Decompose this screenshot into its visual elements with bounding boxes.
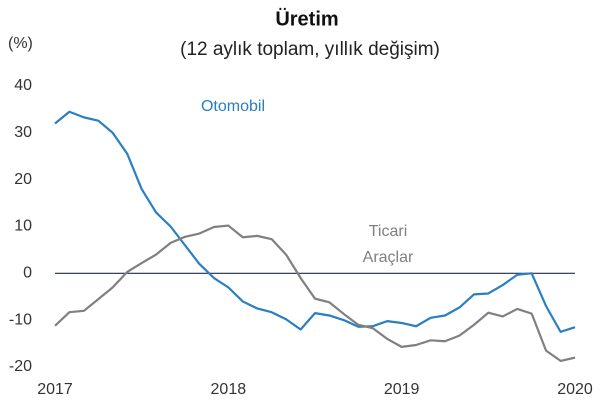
- x-tick-label: 2017: [37, 381, 73, 398]
- annotation: Otomobil: [201, 98, 265, 115]
- y-tick-label: -20: [9, 358, 32, 375]
- y-tick-label: 20: [14, 171, 32, 188]
- y-tick-label: 0: [23, 265, 32, 282]
- x-tick-label: 2019: [384, 381, 420, 398]
- y-tick-label: 40: [14, 77, 32, 94]
- series-line: [54, 110, 576, 333]
- chart-title: Üretim: [275, 7, 338, 30]
- x-tick-label: 2018: [211, 381, 247, 398]
- series-line: [54, 224, 576, 363]
- x-tick-label: 2020: [557, 381, 593, 398]
- annotation: Araçlar: [363, 249, 414, 266]
- y-tick-label: 10: [14, 218, 32, 235]
- y-axis-label: (%): [8, 35, 33, 52]
- y-tick-label: -10: [9, 311, 32, 328]
- annotation: Ticari: [369, 223, 408, 240]
- chart-subtitle: (12 aylık toplam, yıllık değişim): [180, 39, 440, 60]
- y-tick-label: 30: [14, 124, 32, 141]
